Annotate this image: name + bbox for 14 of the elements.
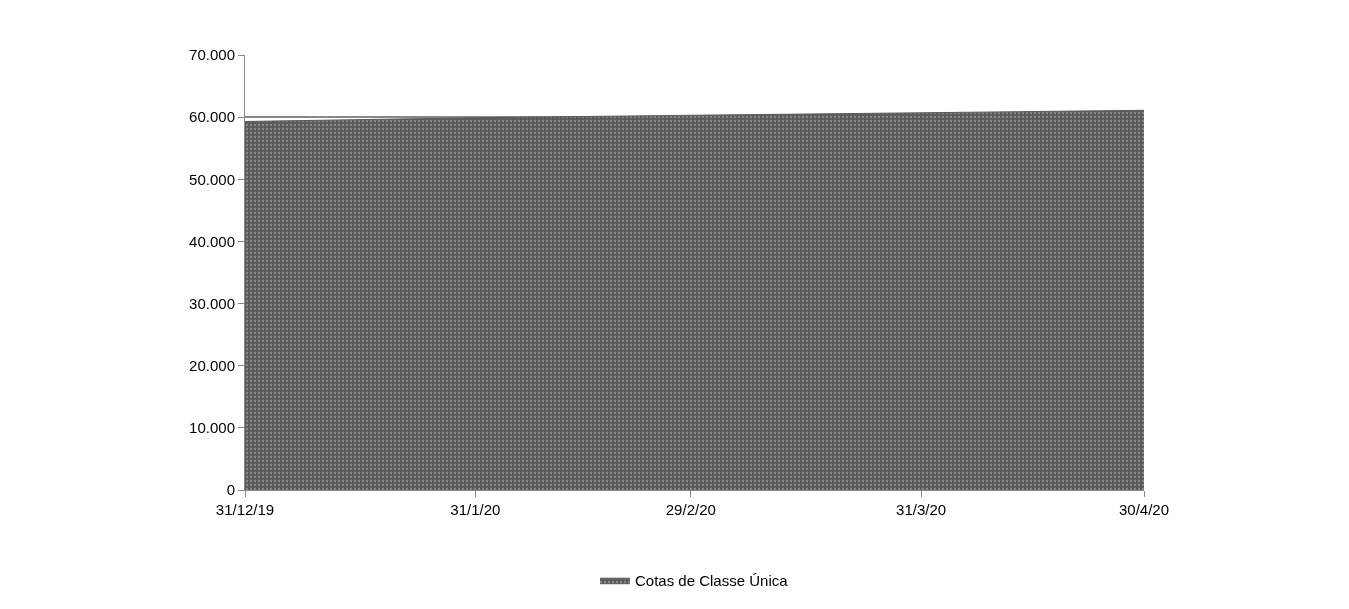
- y-tick-label: 40.000: [189, 232, 235, 250]
- x-tick-label: 29/2/20: [665, 501, 716, 518]
- y-tick-label: 60.000: [189, 108, 235, 126]
- y-tick-label: 10.000: [189, 419, 235, 437]
- x-tick-label: 31/3/20: [896, 501, 947, 518]
- y-tick-label: 50.000: [189, 170, 235, 188]
- y-tick-label: 70.000: [189, 46, 235, 64]
- x-tick-label: 31/1/20: [450, 501, 501, 518]
- legend-label: Cotas de Classe Única: [635, 572, 789, 590]
- y-tick-label: 30.000: [189, 294, 235, 312]
- y-tick-label: 20.000: [189, 356, 235, 374]
- x-tick-label: 31/12/19: [215, 501, 275, 518]
- y-tick-label: 0: [226, 481, 235, 499]
- x-tick-label: 30/4/20: [1118, 501, 1170, 518]
